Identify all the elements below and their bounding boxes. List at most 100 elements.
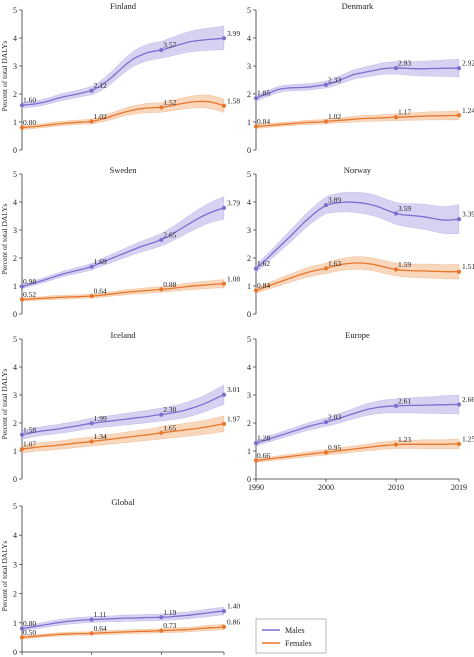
y-tick-label: 3 [13,62,17,71]
females-marker [19,635,25,640]
y-tick-label: 5 [13,6,17,15]
females-marker [393,267,399,272]
males-marker [19,626,25,631]
males-data-label: 1.85 [257,89,270,98]
females-uncertainty-band [255,110,460,129]
y-tick-label: 0 [247,146,251,155]
y-tick-label: 1 [247,447,251,456]
females-series-line [21,626,225,639]
males-marker [393,65,399,71]
y-axis-label: Percent of total DALYs [0,41,9,112]
males-data-label: 3.01 [227,385,240,394]
legend-box [255,618,327,654]
y-tick-label: 2 [13,254,17,263]
females-data-label: 0.66 [257,451,270,460]
x-tick-label: 2000 [318,483,334,492]
x-tick-label: 2019 [451,483,467,492]
females-data-label: 1.52 [163,98,176,107]
females-uncertainty-band [255,256,460,294]
males-data-label: 2.66 [462,395,474,404]
females-data-label: 0.64 [94,287,107,296]
males-series-line [21,207,225,288]
males-data-label: 3.89 [328,196,341,205]
males-marker [221,392,227,397]
males-data-label: 0.80 [23,619,36,628]
y-tick-label: 5 [247,335,251,344]
y-tick-label: 5 [13,502,17,511]
males-marker [456,216,462,222]
males-uncertainty-band [21,384,225,440]
males-series-line [255,201,460,270]
panel-title: Global [111,497,135,507]
panel-global: 1990200020102019012345GlobalPercent of t… [0,497,240,657]
males-data-label: 0.98 [23,277,36,286]
males-marker [393,403,399,409]
males-marker [253,96,259,101]
females-data-label: 0.86 [227,617,240,626]
females-marker [159,105,164,110]
panel-sweden: 0 1 2 3 4 5 Sweden Percent of total DALYs 0.98 1.… [0,165,240,319]
females-series-line [255,114,460,128]
females-marker [19,446,25,452]
y-tick-label: 2 [247,90,251,99]
males-series-line [21,37,225,106]
y-tick-label: 3 [247,226,251,235]
y-tick-label: 3 [247,62,251,71]
males-data-label: 1.69 [94,257,107,266]
males-data-label: 2.65 [163,230,176,239]
y-tick-label: 0 [13,146,17,155]
females-marker [393,115,399,120]
females-data-label: 1.02 [328,112,341,121]
y-tick-label: 1 [13,118,17,127]
females-series-line [255,262,459,292]
females-data-label: 0.95 [328,443,341,452]
panel-title: Iceland [110,330,136,340]
females-data-label: 0.88 [163,280,176,289]
y-tick-label: 0 [13,648,17,657]
females-marker [159,628,164,633]
y-axis-label: Percent of total DALYs [0,541,9,612]
females-marker [89,119,94,124]
males-marker [19,284,25,289]
females-series-line [255,443,459,462]
y-tick-label: 0 [247,475,251,484]
y-tick-label: 4 [13,363,17,372]
males-uncertainty-band [255,59,460,102]
males-marker [159,47,164,53]
females-marker [456,269,462,274]
males-marker [19,103,25,108]
females-data-label: 1.58 [227,96,240,105]
males-marker [221,36,227,41]
females-data-label: 1.65 [163,423,176,432]
females-marker [393,442,399,447]
females-marker [253,124,259,129]
males-marker [159,412,164,417]
y-tick-label: 2 [13,90,17,99]
females-marker [19,297,25,302]
females-data-label: 1.07 [23,440,36,449]
females-data-label: 1.97 [227,414,240,423]
y-axis-label: Percent of total DALYs [0,204,9,275]
y-tick-label: 4 [247,34,251,43]
legend-males-label: Males [285,626,305,635]
females-data-label: 0.84 [257,117,270,126]
y-tick-label: 1 [13,447,17,456]
males-data-label: 3.79 [227,198,240,207]
males-data-label: 2.03 [328,413,341,422]
females-data-label: 0.80 [23,118,36,127]
y-tick-label: 5 [13,170,17,179]
y-tick-label: 4 [13,34,17,43]
females-marker [323,450,329,455]
y-tick-label: 1 [247,282,251,291]
y-tick-label: 2 [247,254,251,263]
panel-iceland: 0 1 2 3 4 5 Iceland Percent of total DALYs 1.58 1… [0,330,240,484]
y-tick-label: 4 [13,531,17,540]
y-tick-label: 5 [247,6,251,15]
males-data-label: 3.99 [227,29,240,38]
males-uncertainty-band [255,191,460,274]
females-marker [159,430,164,435]
females-uncertainty-band [255,438,460,463]
y-tick-label: 3 [13,391,17,400]
y-tick-label: 0 [13,475,17,484]
legend: Males Females [255,618,327,654]
